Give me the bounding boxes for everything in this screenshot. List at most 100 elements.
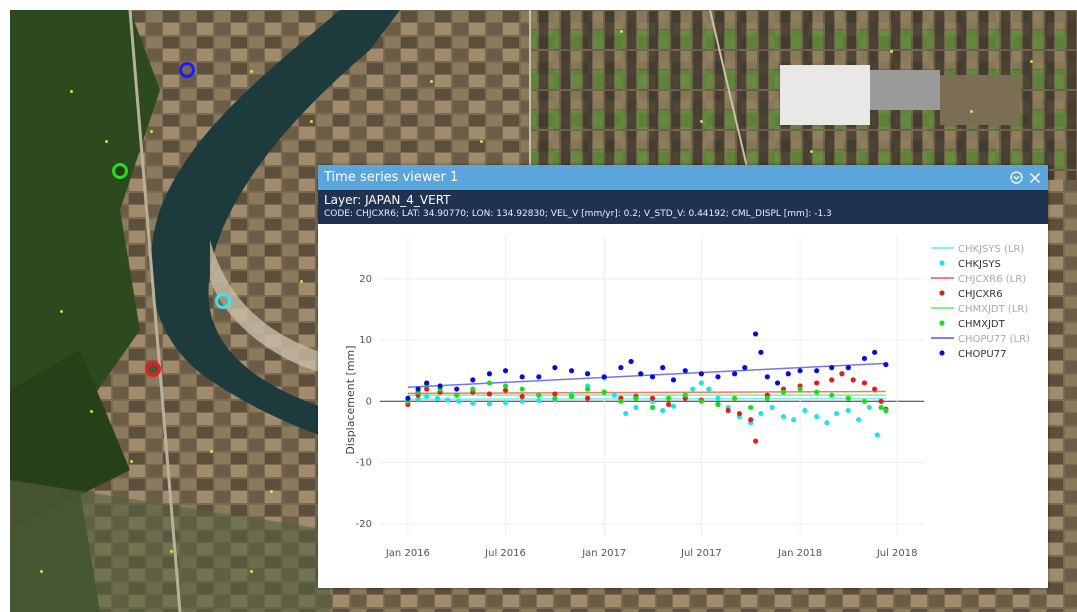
legend-label: CHMXJDT (LR) xyxy=(958,304,1028,315)
data-point xyxy=(769,404,775,411)
data-point xyxy=(866,404,872,411)
window-title-bar[interactable]: Time series viewer 1 xyxy=(318,165,1048,190)
data-point xyxy=(758,410,764,417)
legend-marker-swatch xyxy=(939,290,945,296)
y-tick-label: -20 xyxy=(356,519,372,530)
map-point[interactable] xyxy=(700,120,703,123)
data-point xyxy=(670,403,677,409)
data-point xyxy=(502,383,509,389)
map-point[interactable] xyxy=(310,120,313,123)
legend-item[interactable]: CHKJSYS xyxy=(939,259,1001,270)
legend-item[interactable]: CHJCXR6 xyxy=(939,289,1003,300)
data-point xyxy=(725,407,731,414)
data-point xyxy=(486,391,493,397)
map-point[interactable] xyxy=(970,110,973,113)
data-point xyxy=(780,414,787,420)
data-point xyxy=(752,331,759,337)
data-point xyxy=(486,371,493,377)
legend-item[interactable]: CHKJSYS (LR) xyxy=(931,244,1024,255)
legend-label: CHOPU77 (LR) xyxy=(958,334,1030,345)
legend-item[interactable]: CHMXJDT xyxy=(939,319,1006,330)
map-point[interactable] xyxy=(210,450,213,453)
map-point[interactable] xyxy=(150,130,153,133)
map-point[interactable] xyxy=(620,30,623,33)
legend-item[interactable]: CHJCXR6 (LR) xyxy=(931,274,1026,285)
map-point[interactable] xyxy=(60,310,63,313)
data-point xyxy=(814,380,820,386)
data-point xyxy=(601,374,607,380)
data-point xyxy=(568,368,575,374)
window-title: Time series viewer 1 xyxy=(324,170,459,185)
data-point xyxy=(623,410,629,417)
data-point xyxy=(660,365,666,371)
data-point xyxy=(698,371,704,377)
data-point xyxy=(486,380,493,386)
marker-chopu77[interactable] xyxy=(179,62,195,78)
data-point xyxy=(829,392,835,398)
data-point xyxy=(861,398,868,404)
data-point xyxy=(666,401,672,407)
data-point xyxy=(764,374,770,380)
legend-item[interactable]: CHOPU77 (LR) xyxy=(931,334,1030,345)
map-point[interactable] xyxy=(430,80,433,83)
legend-item[interactable]: CHOPU77 xyxy=(939,349,1006,360)
data-point xyxy=(698,398,704,404)
data-point xyxy=(649,374,656,380)
map-point[interactable] xyxy=(70,90,73,93)
map-point[interactable] xyxy=(105,140,108,143)
map-point[interactable] xyxy=(90,410,93,413)
map-point[interactable] xyxy=(40,570,43,573)
close-icon[interactable] xyxy=(1027,170,1042,185)
data-point xyxy=(666,395,672,401)
data-point xyxy=(824,420,830,426)
map-point[interactable] xyxy=(250,70,253,73)
legend-marker-swatch xyxy=(939,320,945,326)
chart-legend[interactable]: CHKJSYS (LR) CHKJSYS CHJCXR6 (LR) CHJCXR6 CH… xyxy=(931,244,1030,360)
map-point[interactable] xyxy=(170,550,173,553)
data-point xyxy=(791,417,797,423)
data-point xyxy=(872,386,878,392)
data-point xyxy=(874,432,880,438)
data-point xyxy=(878,398,884,404)
map-point[interactable] xyxy=(250,570,253,573)
data-point xyxy=(444,397,451,403)
data-point xyxy=(660,407,666,414)
marker-chkjsys[interactable] xyxy=(215,293,231,309)
map-point[interactable] xyxy=(1030,60,1033,63)
legend-item[interactable]: CHMXJDT (LR) xyxy=(931,304,1028,315)
y-tick-label: 20 xyxy=(359,274,372,285)
data-point xyxy=(456,398,462,404)
regression-line xyxy=(407,397,886,400)
x-tick-label: Jul 2017 xyxy=(680,548,722,559)
data-point xyxy=(670,377,677,383)
data-point xyxy=(748,417,754,423)
map-point[interactable] xyxy=(130,460,133,463)
data-point xyxy=(536,374,542,380)
map-point[interactable] xyxy=(300,280,303,283)
y-tick-label: -10 xyxy=(356,458,372,469)
data-point xyxy=(585,371,591,377)
data-point xyxy=(814,414,820,420)
data-point xyxy=(682,392,688,398)
data-point xyxy=(601,389,607,395)
marker-chjcxr6[interactable] xyxy=(145,361,161,377)
time-series-viewer-window[interactable]: Time series viewer 1 Layer: JAPAN_4_VERT… xyxy=(318,165,1048,588)
map-point[interactable] xyxy=(810,150,813,153)
x-tick-label: Jan 2016 xyxy=(385,548,430,559)
data-point xyxy=(780,389,787,395)
collapse-icon[interactable] xyxy=(1009,170,1024,185)
data-point xyxy=(829,365,835,371)
marker-chmxjdt[interactable] xyxy=(112,163,128,179)
map-point[interactable] xyxy=(270,490,273,493)
displacement-chart[interactable]: -20 -10 0 10 20 Jan 2016 Jul 2016 Jan 2017 Jul … xyxy=(318,224,1048,588)
data-point xyxy=(611,392,618,398)
data-point xyxy=(454,386,460,392)
data-point xyxy=(628,358,634,365)
data-point xyxy=(742,365,748,371)
data-point xyxy=(552,365,558,371)
data-point xyxy=(715,401,721,407)
map-point[interactable] xyxy=(890,50,893,53)
map-point[interactable] xyxy=(480,140,483,143)
data-point xyxy=(872,349,878,355)
data-point xyxy=(585,395,591,401)
